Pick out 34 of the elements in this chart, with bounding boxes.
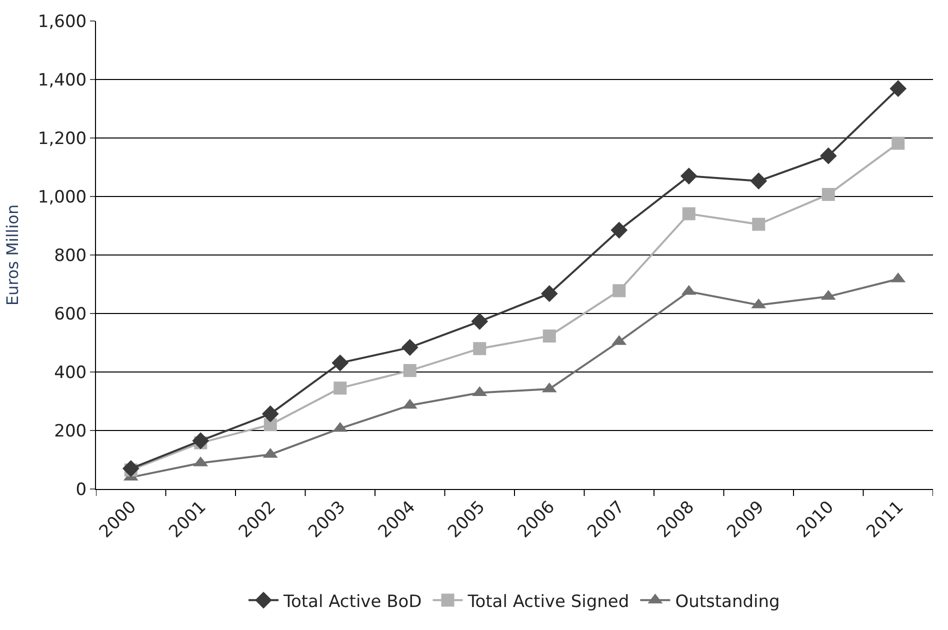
point	[401, 338, 418, 356]
point	[542, 330, 556, 343]
y-tick-label: 800	[54, 246, 87, 266]
y-tick-label: 1,600	[38, 12, 87, 32]
point	[334, 382, 347, 395]
point	[610, 222, 628, 239]
point	[750, 172, 768, 190]
y-tick-label: 200	[54, 421, 87, 442]
point	[682, 207, 696, 220]
y-tick-label: 1,200	[38, 128, 87, 149]
point	[820, 147, 837, 164]
point	[890, 80, 907, 98]
y-tick-label: 0	[76, 480, 87, 500]
point	[473, 342, 486, 356]
y-tick-label: 400	[54, 362, 87, 383]
point	[822, 188, 835, 201]
point	[752, 218, 766, 231]
y-tick-label: 1,400	[38, 70, 87, 90]
point	[262, 405, 279, 422]
point	[122, 460, 140, 477]
point	[471, 312, 488, 330]
point	[403, 364, 416, 378]
y-axis-title: Euros Million	[2, 204, 22, 306]
point	[192, 432, 210, 450]
legend-label: Total Active Signed	[466, 592, 630, 612]
point	[612, 284, 626, 298]
legend-label: Outstanding	[675, 592, 780, 612]
y-tick-label: 1,000	[38, 187, 87, 208]
point	[332, 354, 349, 372]
legend-label: Total Active BoD	[282, 592, 422, 612]
y-tick-label: 600	[54, 304, 87, 324]
point	[892, 136, 905, 150]
point	[540, 285, 558, 302]
point	[680, 168, 698, 184]
